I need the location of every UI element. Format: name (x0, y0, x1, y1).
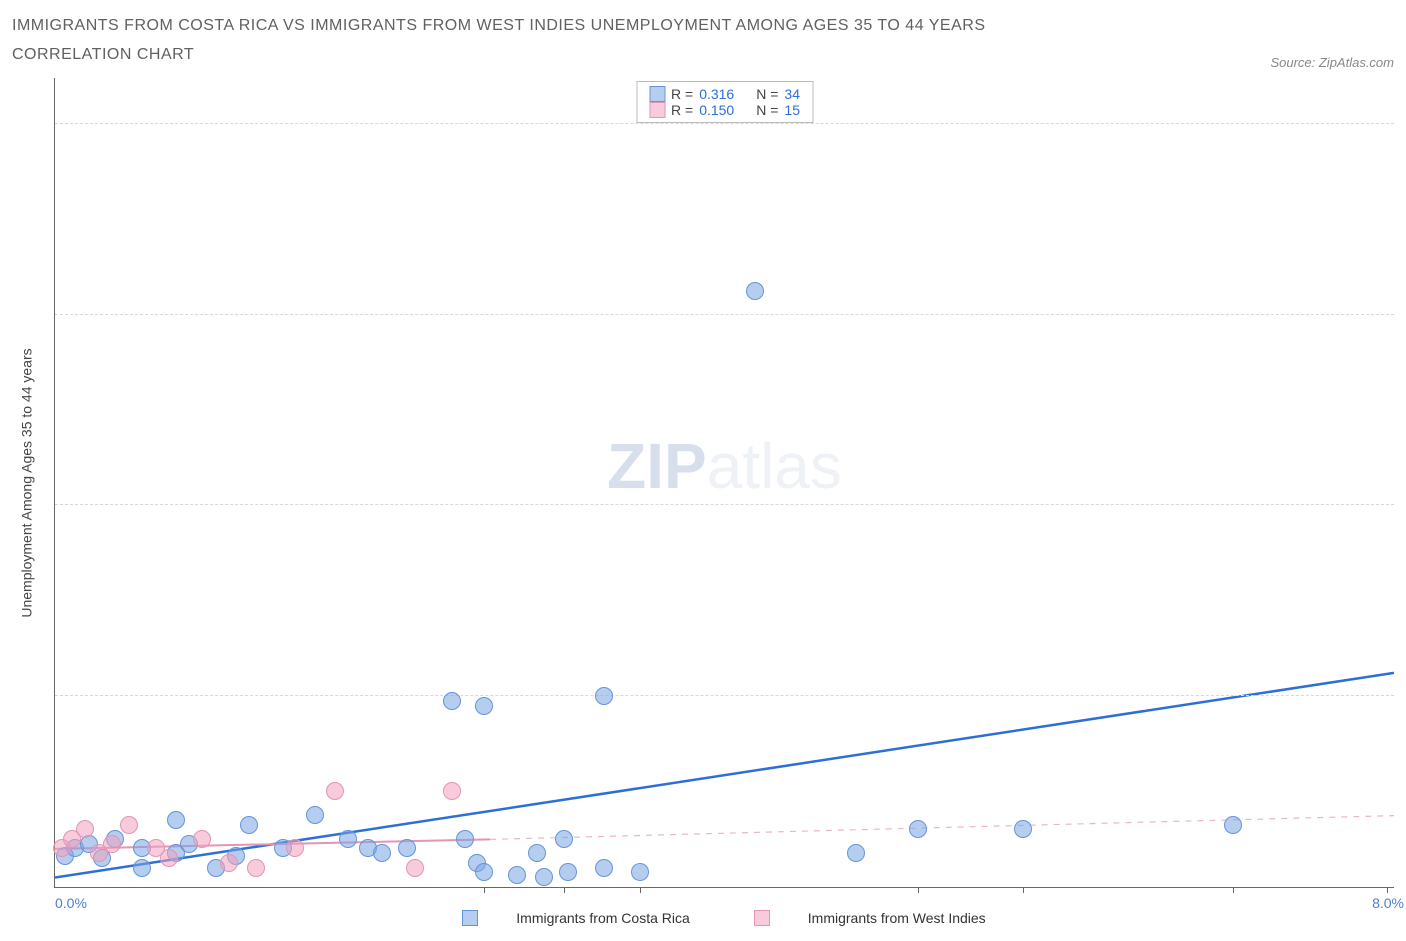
scatter-point (120, 816, 138, 834)
watermark-rest: atlas (707, 430, 842, 502)
gridline-h (55, 314, 1394, 315)
legend-r-value: 0.316 (699, 86, 734, 102)
gridline-h (55, 695, 1394, 696)
source-name: ZipAtlas.com (1319, 55, 1394, 70)
scatter-point (240, 816, 258, 834)
legend-n-value: 34 (784, 86, 800, 102)
x-minor-tick (564, 887, 565, 893)
legend-n-value: 15 (784, 102, 800, 118)
scatter-point (306, 806, 324, 824)
scatter-point (286, 839, 304, 857)
scatter-point (193, 830, 211, 848)
y-axis-label-container: Unemployment Among Ages 35 to 44 years (12, 78, 42, 889)
scatter-point (528, 844, 546, 862)
scatter-point (373, 844, 391, 862)
scatter-point (160, 849, 178, 867)
scatter-point (535, 868, 553, 886)
scatter-point (746, 282, 764, 300)
x-tick-label: 0.0% (55, 895, 87, 911)
legend-swatch (649, 86, 665, 102)
y-axis-label: Unemployment Among Ages 35 to 44 years (19, 348, 35, 617)
legend-swatch (754, 910, 770, 926)
scatter-point (398, 839, 416, 857)
chart-title-line2: CORRELATION CHART (12, 41, 986, 70)
scatter-point (909, 820, 927, 838)
scatter-point (443, 692, 461, 710)
scatter-point (847, 844, 865, 862)
scatter-point (475, 863, 493, 881)
x-minor-tick (1233, 887, 1234, 893)
legend-swatch (649, 102, 665, 118)
scatter-point (443, 782, 461, 800)
legend-r-label: R = (671, 102, 693, 118)
legend-stat-row: R = 0.150 N = 15 (649, 102, 800, 118)
watermark: ZIPatlas (607, 429, 842, 503)
scatter-point (326, 782, 344, 800)
scatter-point (559, 863, 577, 881)
scatter-point (1224, 816, 1242, 834)
legend-label: Immigrants from Costa Rica (516, 910, 689, 926)
correlation-legend: R = 0.316 N = 34 R = 0.150 N = 15 (636, 81, 813, 123)
scatter-point (595, 859, 613, 877)
legend-swatch (462, 910, 478, 926)
series-legend: Immigrants from Costa Rica Immigrants fro… (54, 888, 1394, 929)
scatter-point (167, 811, 185, 829)
legend-r-label: R = (671, 86, 693, 102)
scatter-point (475, 697, 493, 715)
scatter-point (247, 859, 265, 877)
legend-n-label: N = (756, 86, 778, 102)
scatter-point (220, 854, 238, 872)
scatter-point (76, 820, 94, 838)
source-prefix: Source: (1270, 55, 1318, 70)
legend-item: Immigrants from West Indies (738, 910, 1002, 926)
x-minor-tick (918, 887, 919, 893)
x-tick-label: 8.0% (1372, 895, 1404, 911)
scatter-point (103, 835, 121, 853)
legend-r-value: 0.150 (699, 102, 734, 118)
x-minor-tick (1387, 887, 1388, 893)
scatter-point (595, 687, 613, 705)
gridline-h (55, 123, 1394, 124)
legend-stat-row: R = 0.316 N = 34 (649, 86, 800, 102)
scatter-point (339, 830, 357, 848)
x-minor-tick (640, 887, 641, 893)
trend-line (55, 672, 1394, 877)
plot-area: ZIPatlas R =0.316N =34R =0.150N =15 20.0… (54, 78, 1394, 888)
scatter-point (508, 866, 526, 884)
x-minor-tick (1023, 887, 1024, 893)
scatter-point (406, 859, 424, 877)
gridline-h (55, 504, 1394, 505)
scatter-point (133, 859, 151, 877)
watermark-bold: ZIP (607, 430, 707, 502)
trend-line (490, 815, 1394, 839)
chart-container: Unemployment Among Ages 35 to 44 years Z… (12, 78, 1394, 929)
legend-n-label: N = (756, 102, 778, 118)
source-attribution: Source: ZipAtlas.com (1270, 55, 1394, 70)
chart-title-line1: IMMIGRANTS FROM COSTA RICA VS IMMIGRANTS… (12, 12, 986, 41)
trend-lines-svg (55, 78, 1394, 887)
scatter-point (555, 830, 573, 848)
scatter-point (631, 863, 649, 881)
scatter-point (1014, 820, 1032, 838)
x-minor-tick (484, 887, 485, 893)
scatter-point (456, 830, 474, 848)
legend-label: Immigrants from West Indies (808, 910, 986, 926)
legend-item: Immigrants from Costa Rica (446, 910, 705, 926)
